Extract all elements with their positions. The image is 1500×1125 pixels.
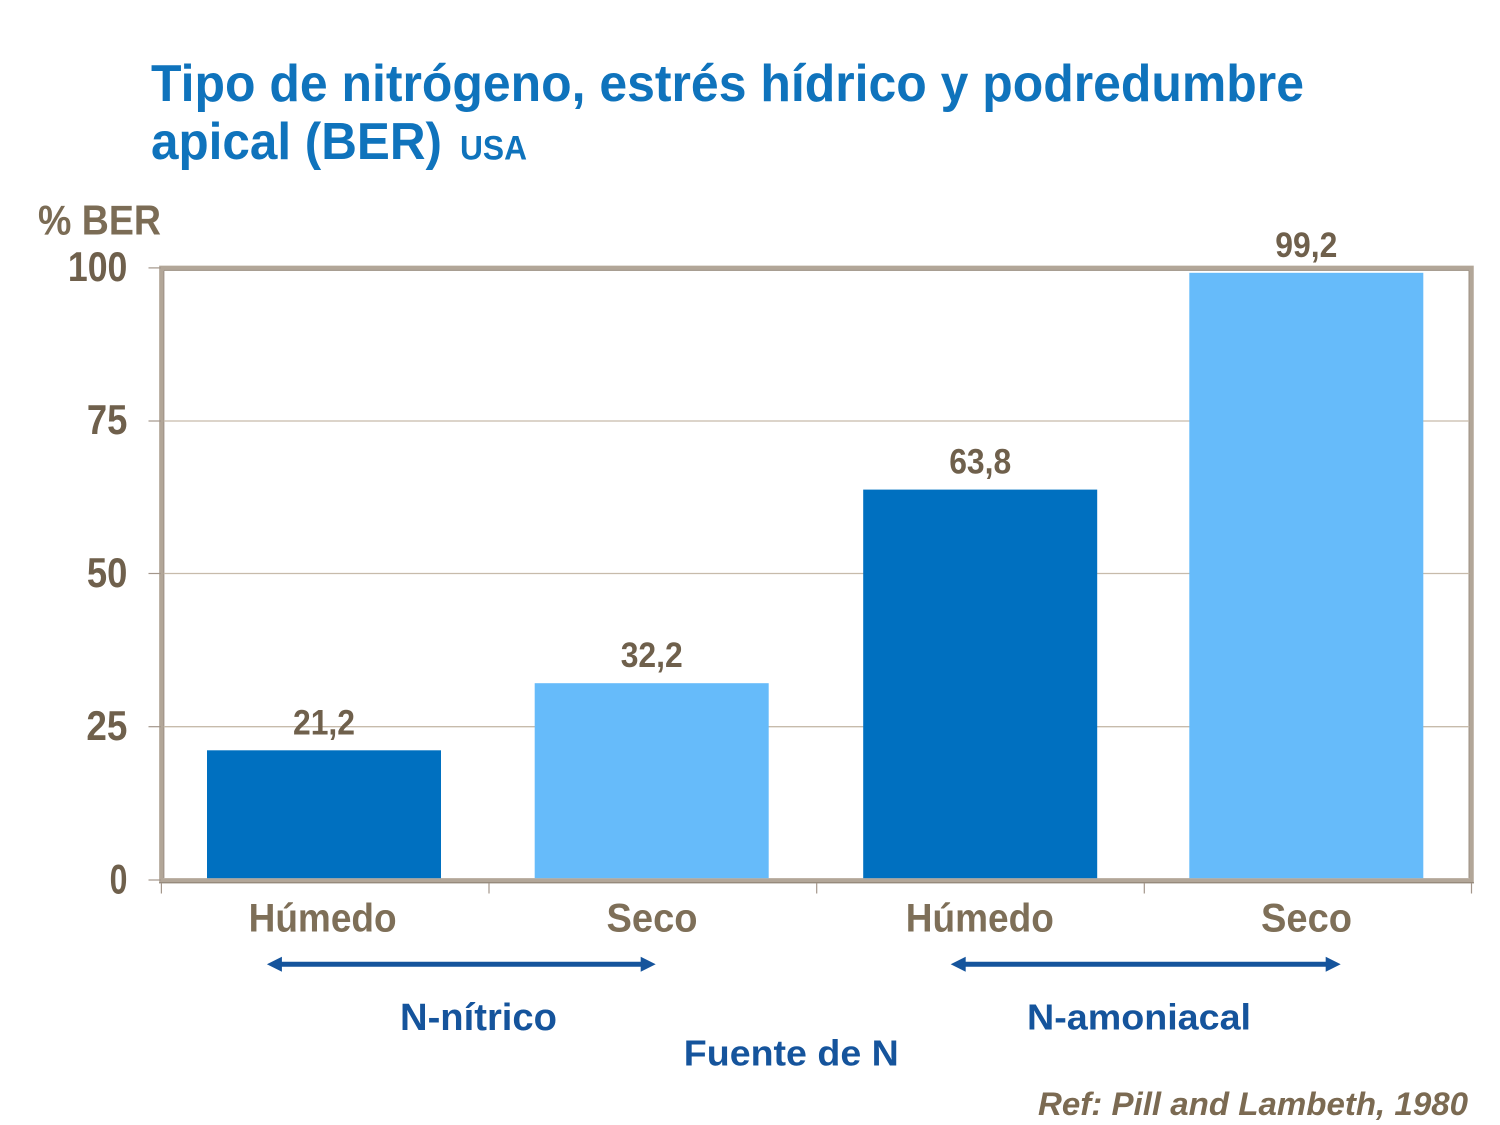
- svg-text:apical (BER): apical (BER): [151, 113, 442, 171]
- svg-text:Fuente de N: Fuente de N: [684, 1033, 899, 1074]
- svg-text:N-nítrico: N-nítrico: [400, 997, 557, 1039]
- svg-text:25: 25: [86, 702, 127, 749]
- svg-text:99,2: 99,2: [1275, 225, 1337, 265]
- svg-text:Seco: Seco: [607, 897, 698, 941]
- svg-text:75: 75: [87, 396, 128, 443]
- svg-text:Seco: Seco: [1261, 897, 1352, 941]
- svg-text:Tipo de nitrógeno, estrés hídr: Tipo de nitrógeno, estrés hídrico y podr…: [151, 55, 1304, 113]
- svg-text:100: 100: [68, 243, 128, 290]
- svg-text:63,8: 63,8: [949, 442, 1011, 482]
- svg-text:% BER: % BER: [38, 197, 161, 244]
- svg-text:USA: USA: [460, 129, 527, 167]
- svg-text:N-amoniacal: N-amoniacal: [1027, 997, 1251, 1038]
- svg-text:21,2: 21,2: [293, 702, 355, 742]
- svg-text:50: 50: [87, 549, 128, 596]
- svg-text:Húmedo: Húmedo: [249, 897, 397, 941]
- svg-text:0: 0: [110, 856, 128, 903]
- svg-text:Ref: Pill and Lambeth, 1980: Ref: Pill and Lambeth, 1980: [1038, 1086, 1468, 1122]
- svg-text:Húmedo: Húmedo: [906, 897, 1054, 941]
- svg-text:32,2: 32,2: [621, 635, 683, 675]
